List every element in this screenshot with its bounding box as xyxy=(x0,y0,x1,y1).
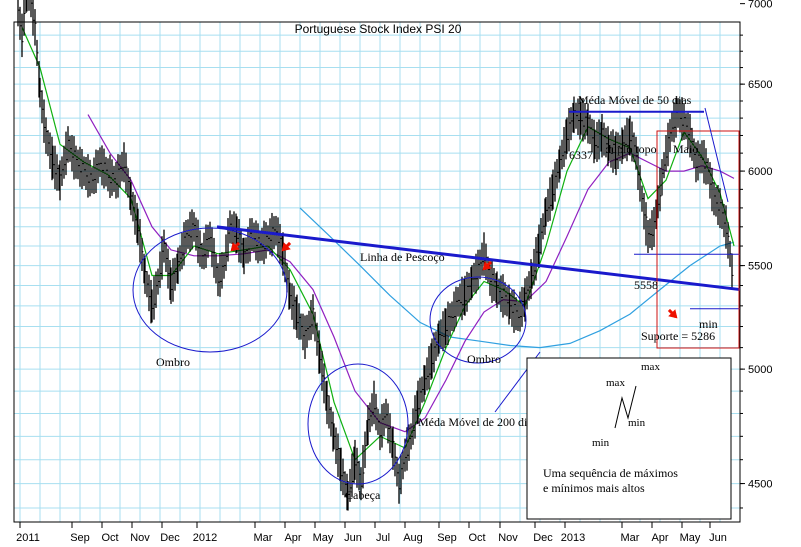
arrow-april xyxy=(281,241,292,252)
x-tick-label: Apr xyxy=(284,532,301,544)
x-tick-label: Sep xyxy=(70,532,90,544)
y-axis: 4500 5000 5500 6000 6500 7000 xyxy=(740,0,772,509)
arrow-left-shoulder-head xyxy=(230,242,240,252)
y-tick-label: 5000 xyxy=(748,364,772,376)
may-label: Maio xyxy=(673,142,698,156)
y-tick-label: 5500 xyxy=(748,261,772,273)
x-tick-label: Nov xyxy=(130,532,150,544)
double-top-label: duplo topo xyxy=(605,142,657,156)
y-tick-label: 6500 xyxy=(748,79,772,91)
x-tick-label: Mar xyxy=(254,532,273,544)
x-tick-label: Oct xyxy=(468,532,485,544)
highlight-box xyxy=(656,130,740,349)
x-tick-label: Dec xyxy=(160,532,180,544)
inset-caption-2: e mínimos mais altos xyxy=(543,481,645,495)
inset-max-1: max xyxy=(606,377,625,389)
x-tick-label: Jul xyxy=(376,532,390,544)
right-shoulder-ellipse xyxy=(429,276,527,364)
ma200-label: Méda Móvel de 200 dias xyxy=(418,415,538,429)
arrow-april-head xyxy=(281,242,291,252)
neckline-label: Linha de Pescoço xyxy=(360,250,445,264)
arrow-left-shoulder xyxy=(230,241,241,252)
annotation-labels: Linha de Pescoço Ombro Ombro Cabeça Méda… xyxy=(156,93,718,502)
head-label: Cabeça xyxy=(345,488,381,502)
annotation-shapes xyxy=(132,107,741,485)
neckline xyxy=(216,225,741,292)
x-tick-label: Dec xyxy=(533,532,553,544)
left-shoulder-label: Ombro xyxy=(156,355,190,369)
support-label: Suporte = 5286 xyxy=(641,329,715,343)
arrow-right-shoulder-head xyxy=(482,261,492,271)
series-group xyxy=(17,0,735,511)
inset-max-2: max xyxy=(641,361,660,373)
x-axis: 2011 Sep Oct Nov Dec 2012 Mar Apr May Jun Jul Aug Se… xyxy=(16,522,727,544)
plot-frame xyxy=(13,21,741,523)
head-ellipse xyxy=(307,363,409,485)
arrow-right-shoulder xyxy=(482,260,493,271)
x-tick-label: Apr xyxy=(651,532,668,544)
x-tick-label: Sep xyxy=(437,532,457,544)
inset-min-1: min xyxy=(592,437,610,449)
x-tick-label: Mar xyxy=(621,532,640,544)
inset-caption-1: Uma sequência de máximos xyxy=(543,466,678,480)
y-tick-label: 6000 xyxy=(748,166,772,178)
level-5558-label: 5558 xyxy=(634,278,658,292)
inset-frame xyxy=(526,357,732,520)
ma50-pointer xyxy=(704,107,729,203)
arrow-support-head xyxy=(668,309,678,319)
y-tick-label: 7000 xyxy=(748,0,772,11)
x-tick-label: 2012 xyxy=(193,532,217,544)
inset-box: max max min min Uma sequência de máximos… xyxy=(526,357,732,520)
x-tick-label: 2013 xyxy=(561,532,585,544)
x-tick-label: 2011 xyxy=(16,532,40,544)
inset-min-2: min xyxy=(628,417,646,429)
x-tick-label: Nov xyxy=(498,532,518,544)
ma50-label: Méda Móvel de 50 dias xyxy=(578,93,692,107)
chart-title: Portuguese Stock Index PSI 20 xyxy=(295,22,462,36)
x-tick-label: Jun xyxy=(709,532,727,544)
min-label: min xyxy=(699,317,718,331)
x-tick-label: May xyxy=(313,532,334,544)
x-tick-label: May xyxy=(680,532,701,544)
left-shoulder-ellipse xyxy=(132,227,288,353)
arrow-support xyxy=(667,308,678,319)
inset-zigzag xyxy=(614,385,637,429)
x-tick-label: Oct xyxy=(101,532,118,544)
series-line-ma-200 xyxy=(299,207,735,349)
x-tick-label: Jun xyxy=(344,532,362,544)
y-tick-label: 4500 xyxy=(748,479,772,491)
level-6337-label: 6337 xyxy=(569,148,593,162)
x-tick-label: Aug xyxy=(403,532,423,544)
right-shoulder-label: Ombro xyxy=(467,352,501,366)
